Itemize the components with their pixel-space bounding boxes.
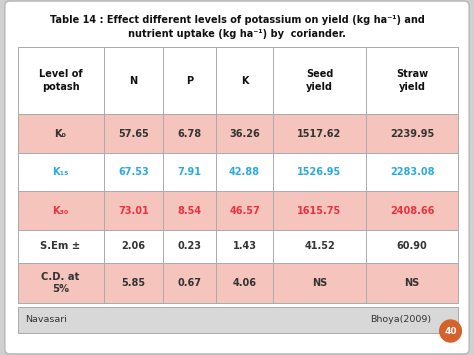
Text: 1.43: 1.43 [233, 241, 256, 251]
Text: nutrient uptake (kg ha⁻¹) by  coriander.: nutrient uptake (kg ha⁻¹) by coriander. [128, 29, 346, 39]
Bar [18, 191, 458, 230]
Text: 2239.95: 2239.95 [390, 129, 434, 138]
Bar [18, 307, 458, 333]
Text: Seed
yield: Seed yield [306, 70, 333, 92]
Text: S.Em ±: S.Em ± [40, 241, 81, 251]
FancyBboxPatch shape [5, 1, 469, 354]
Text: K: K [241, 76, 248, 86]
Text: 41.52: 41.52 [304, 241, 335, 251]
Text: 4.06: 4.06 [233, 278, 256, 288]
Text: 73.01: 73.01 [118, 206, 149, 215]
Text: NS: NS [404, 278, 420, 288]
Text: 1526.95: 1526.95 [297, 167, 342, 177]
Text: 67.53: 67.53 [118, 167, 149, 177]
Text: 1517.62: 1517.62 [297, 129, 342, 138]
Text: 7.91: 7.91 [177, 167, 201, 177]
Text: 57.65: 57.65 [118, 129, 149, 138]
Bar [18, 47, 458, 114]
Circle shape [440, 320, 461, 342]
Text: 36.26: 36.26 [229, 129, 260, 138]
Text: 6.78: 6.78 [177, 129, 201, 138]
Text: NS: NS [312, 278, 327, 288]
Text: Bhoya(2009): Bhoya(2009) [370, 316, 431, 324]
Text: 40: 40 [444, 327, 457, 335]
Text: Table 14 : Effect different levels of potassium on yield (kg ha⁻¹) and: Table 14 : Effect different levels of po… [50, 15, 424, 25]
Text: 0.67: 0.67 [177, 278, 201, 288]
Text: 8.54: 8.54 [177, 206, 201, 215]
Text: 2283.08: 2283.08 [390, 167, 434, 177]
Bar [18, 153, 458, 191]
Text: 2408.66: 2408.66 [390, 206, 434, 215]
Text: 46.57: 46.57 [229, 206, 260, 215]
Text: K₃₀: K₃₀ [53, 206, 69, 215]
Text: 2.06: 2.06 [121, 241, 145, 251]
Bar [18, 263, 458, 303]
Text: 42.88: 42.88 [229, 167, 260, 177]
Text: P: P [186, 76, 193, 86]
Text: 5.85: 5.85 [121, 278, 146, 288]
Text: 60.90: 60.90 [397, 241, 428, 251]
Text: 1615.75: 1615.75 [297, 206, 342, 215]
Text: Navasari: Navasari [26, 316, 67, 324]
Text: K₀: K₀ [55, 129, 66, 138]
Text: Straw
yield: Straw yield [396, 70, 428, 92]
Text: K₁₅: K₁₅ [52, 167, 69, 177]
Text: C.D. at
5%: C.D. at 5% [41, 272, 80, 294]
Bar [18, 114, 458, 153]
Text: 0.23: 0.23 [177, 241, 201, 251]
Text: N: N [129, 76, 137, 86]
Bar [18, 230, 458, 263]
Text: Level of
potash: Level of potash [39, 70, 82, 92]
